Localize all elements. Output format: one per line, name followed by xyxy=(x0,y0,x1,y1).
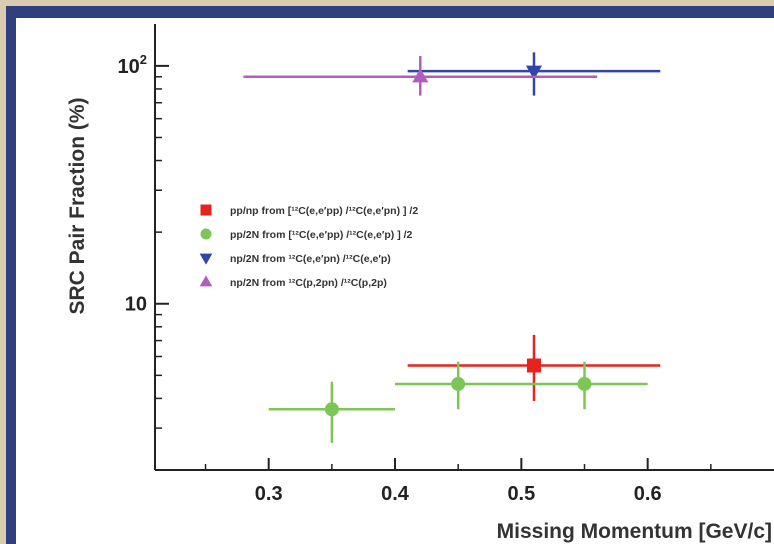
legend-entry-label: np/2N from ¹²C(e,e′pn) /¹²C(e,e′p) xyxy=(230,253,391,265)
series-circle xyxy=(268,361,648,443)
triangle-up-marker xyxy=(412,68,429,83)
y-tick-label: 10 xyxy=(125,294,147,316)
square-marker xyxy=(526,358,541,373)
data-marks xyxy=(243,52,661,443)
chart-panel xyxy=(16,18,774,544)
circle-marker xyxy=(324,402,339,417)
series-triangle-down xyxy=(407,52,661,96)
legend: pp/np from [¹²C(e,e′pp) /¹²C(e,e′pn) ] /… xyxy=(199,204,418,289)
x-axis-label: Missing Momentum [GeV/c] xyxy=(497,520,772,543)
triangle-down-marker xyxy=(199,253,213,265)
circle-marker xyxy=(451,376,466,391)
square-marker xyxy=(200,204,212,216)
x-tick-label: 0.6 xyxy=(634,483,662,505)
axes: 0.3 0.4 0.5 0.6 10 102 xyxy=(118,24,774,505)
triangle-down-marker xyxy=(525,65,543,80)
circle-marker xyxy=(200,228,212,240)
y-axis-label: SRC Pair Fraction (%) xyxy=(66,97,89,314)
x-tick-label: 0.3 xyxy=(255,483,283,505)
series-square xyxy=(407,334,661,402)
triangle-up-marker xyxy=(199,275,213,287)
x-tick-label: 0.5 xyxy=(507,483,535,505)
series-triangle-up xyxy=(243,56,598,96)
legend-entry-label: pp/2N from [¹²C(e,e′pp) /¹²C(e,e′p) ] /2 xyxy=(230,229,413,241)
circle-marker xyxy=(577,376,592,391)
y-tick-label: 102 xyxy=(118,52,147,78)
legend-entry-label: np/2N from ¹²C(p,2pn) /¹²C(p,2p) xyxy=(230,277,387,289)
legend-entry-label: pp/np from [¹²C(e,e′pp) /¹²C(e,e′pn) ] /… xyxy=(230,205,418,217)
x-tick-label: 0.4 xyxy=(381,483,410,505)
